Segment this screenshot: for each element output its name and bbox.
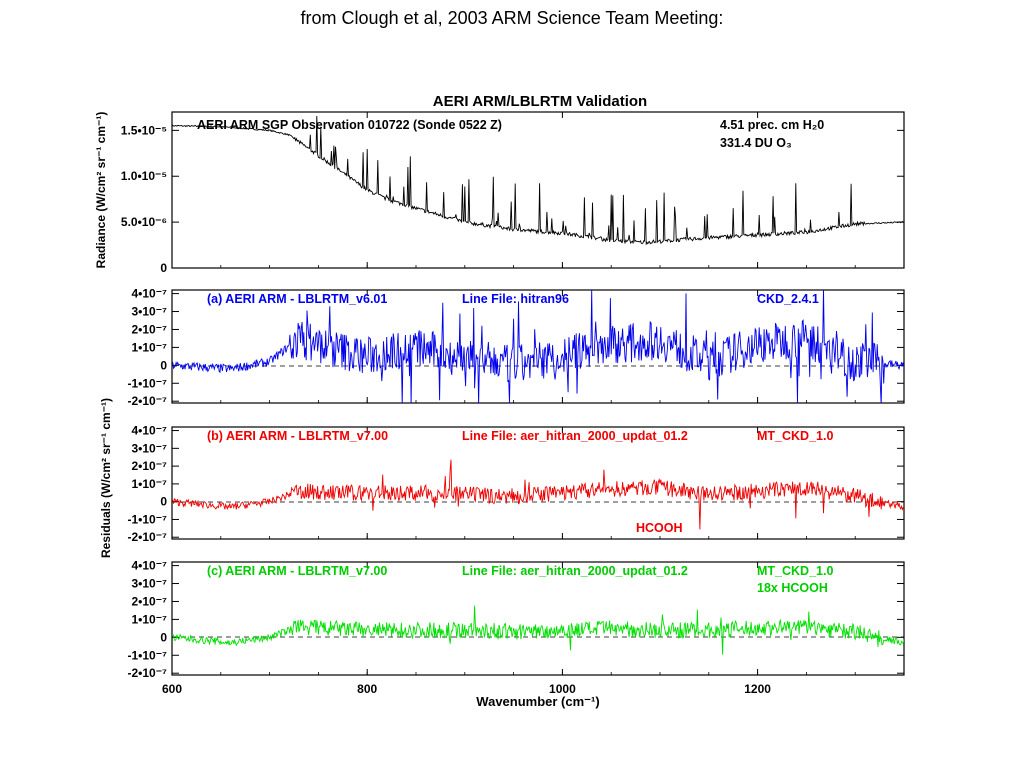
panel-c-frame [171, 561, 905, 676]
panel-c-y-tick-label-5: 3•10⁻⁷ [131, 577, 167, 591]
radiance-y-tick-label-1: 5.0•10⁻⁶ [121, 215, 167, 229]
panel-a-y-tick-label-5: 3•10⁻⁷ [131, 305, 167, 319]
radiance-y-tick-label-0: 0 [160, 261, 167, 275]
panel-c-series-line [172, 605, 904, 655]
panel-b-line-file: Line File: aer_hitran_2000_updat_01.2 [462, 429, 688, 443]
panel-c-hcooh-scaling: 18x HCOOH [757, 581, 828, 595]
panel-b-y-tick-label-5: 3•10⁻⁷ [131, 441, 167, 455]
panel-b-y-tick-label-0: -2•10⁻⁷ [127, 530, 167, 544]
panel-b-y-tick-label-4: 2•10⁻⁷ [131, 459, 167, 473]
radiance-panel-title: AERI ARM SGP Observation 010722 (Sonde 0… [197, 118, 502, 132]
panel-c-y-tick-label-6: 4•10⁻⁷ [131, 559, 167, 573]
panel-c-y-tick-label-4: 2•10⁻⁷ [131, 594, 167, 608]
panel-a-y-tick-label-6: 4•10⁻⁷ [131, 287, 167, 301]
panel-b-y-tick-label-6: 4•10⁻⁷ [131, 424, 167, 438]
figure-title: AERI ARM/LBLRTM Validation [433, 93, 647, 110]
panel-c-title: (c) AERI ARM - LBLRTM_v7.00 [207, 564, 387, 578]
x-tick-label-2: 1000 [549, 682, 576, 696]
x-tick-label-0: 600 [162, 682, 182, 696]
panel-b-title: (b) AERI ARM - LBLRTM_v7.00 [207, 429, 388, 443]
panel-b-y-tick-label-1: -1•10⁻⁷ [127, 512, 167, 526]
panel-a-continuum: CKD_2.4.1 [757, 292, 819, 306]
panel-c-y-tick-label-0: -2•10⁻⁷ [127, 666, 167, 680]
panel-a-title: (a) AERI ARM - LBLRTM_v6.01 [207, 292, 387, 306]
panel-b-hcooh-label: HCOOH [636, 521, 683, 535]
tick-layer: 600 800 1000 1200 0 5.0•10⁻⁶ 1.0•10⁻⁵ 1.5•10⁻⁵ -… [121, 112, 905, 696]
panel-b-y-tick-label-3: 1•10⁻⁷ [131, 477, 167, 491]
panel-b-y-tick-label-2: 0 [160, 495, 167, 509]
radiance-ozone-note: 331.4 DU O₃ [720, 136, 792, 150]
panel-c-continuum: MT_CKD_1.0 [757, 564, 833, 578]
panel-a-y-tick-label-2: 0 [160, 358, 167, 372]
panel-c-y-tick-label-3: 1•10⁻⁷ [131, 612, 167, 626]
panel-b-frame [171, 426, 905, 540]
x-axis-label: Wavenumber (cm⁻¹) [476, 694, 599, 709]
panel-a-line-file: Line File: hitran96 [462, 292, 569, 306]
radiance-series-line [172, 115, 904, 246]
panel-c-y-tick-label-1: -1•10⁻⁷ [127, 648, 167, 662]
panel-a-y-tick-label-1: -1•10⁻⁷ [127, 376, 167, 390]
panel-a-series-line [172, 290, 904, 403]
panel-a-frame [171, 289, 905, 404]
slide-caption: from Clough et al, 2003 ARM Science Team… [300, 8, 724, 28]
panel-a-y-tick-label-4: 2•10⁻⁷ [131, 322, 167, 336]
panel-c-line-file: Line File: aer_hitran_2000_updat_01.2 [462, 564, 688, 578]
panel-c-y-tick-label-2: 0 [160, 630, 167, 644]
panel-b-series-line [172, 459, 904, 530]
panel-a-y-tick-label-0: -2•10⁻⁷ [127, 394, 167, 408]
radiance-y-axis-label: Radiance (W/cm² sr⁻¹ cm⁻¹) [94, 112, 108, 269]
panel-a-y-tick-label-3: 1•10⁻⁷ [131, 340, 167, 354]
residuals-y-axis-label: Residuals (W/cm² sr⁻¹ cm⁻¹) [99, 398, 113, 558]
radiance-y-tick-label-2: 1.0•10⁻⁵ [121, 169, 167, 183]
series-layer [172, 115, 904, 655]
x-tick-label-1: 800 [357, 682, 377, 696]
radiance-y-tick-label-3: 1.5•10⁻⁵ [121, 123, 167, 137]
x-tick-label-3: 1200 [744, 682, 771, 696]
radiance-panel-frame [171, 111, 905, 269]
radiance-water-vapor-note: 4.51 prec. cm H₂0 [720, 118, 824, 132]
panel-b-continuum: MT_CKD_1.0 [757, 429, 833, 443]
